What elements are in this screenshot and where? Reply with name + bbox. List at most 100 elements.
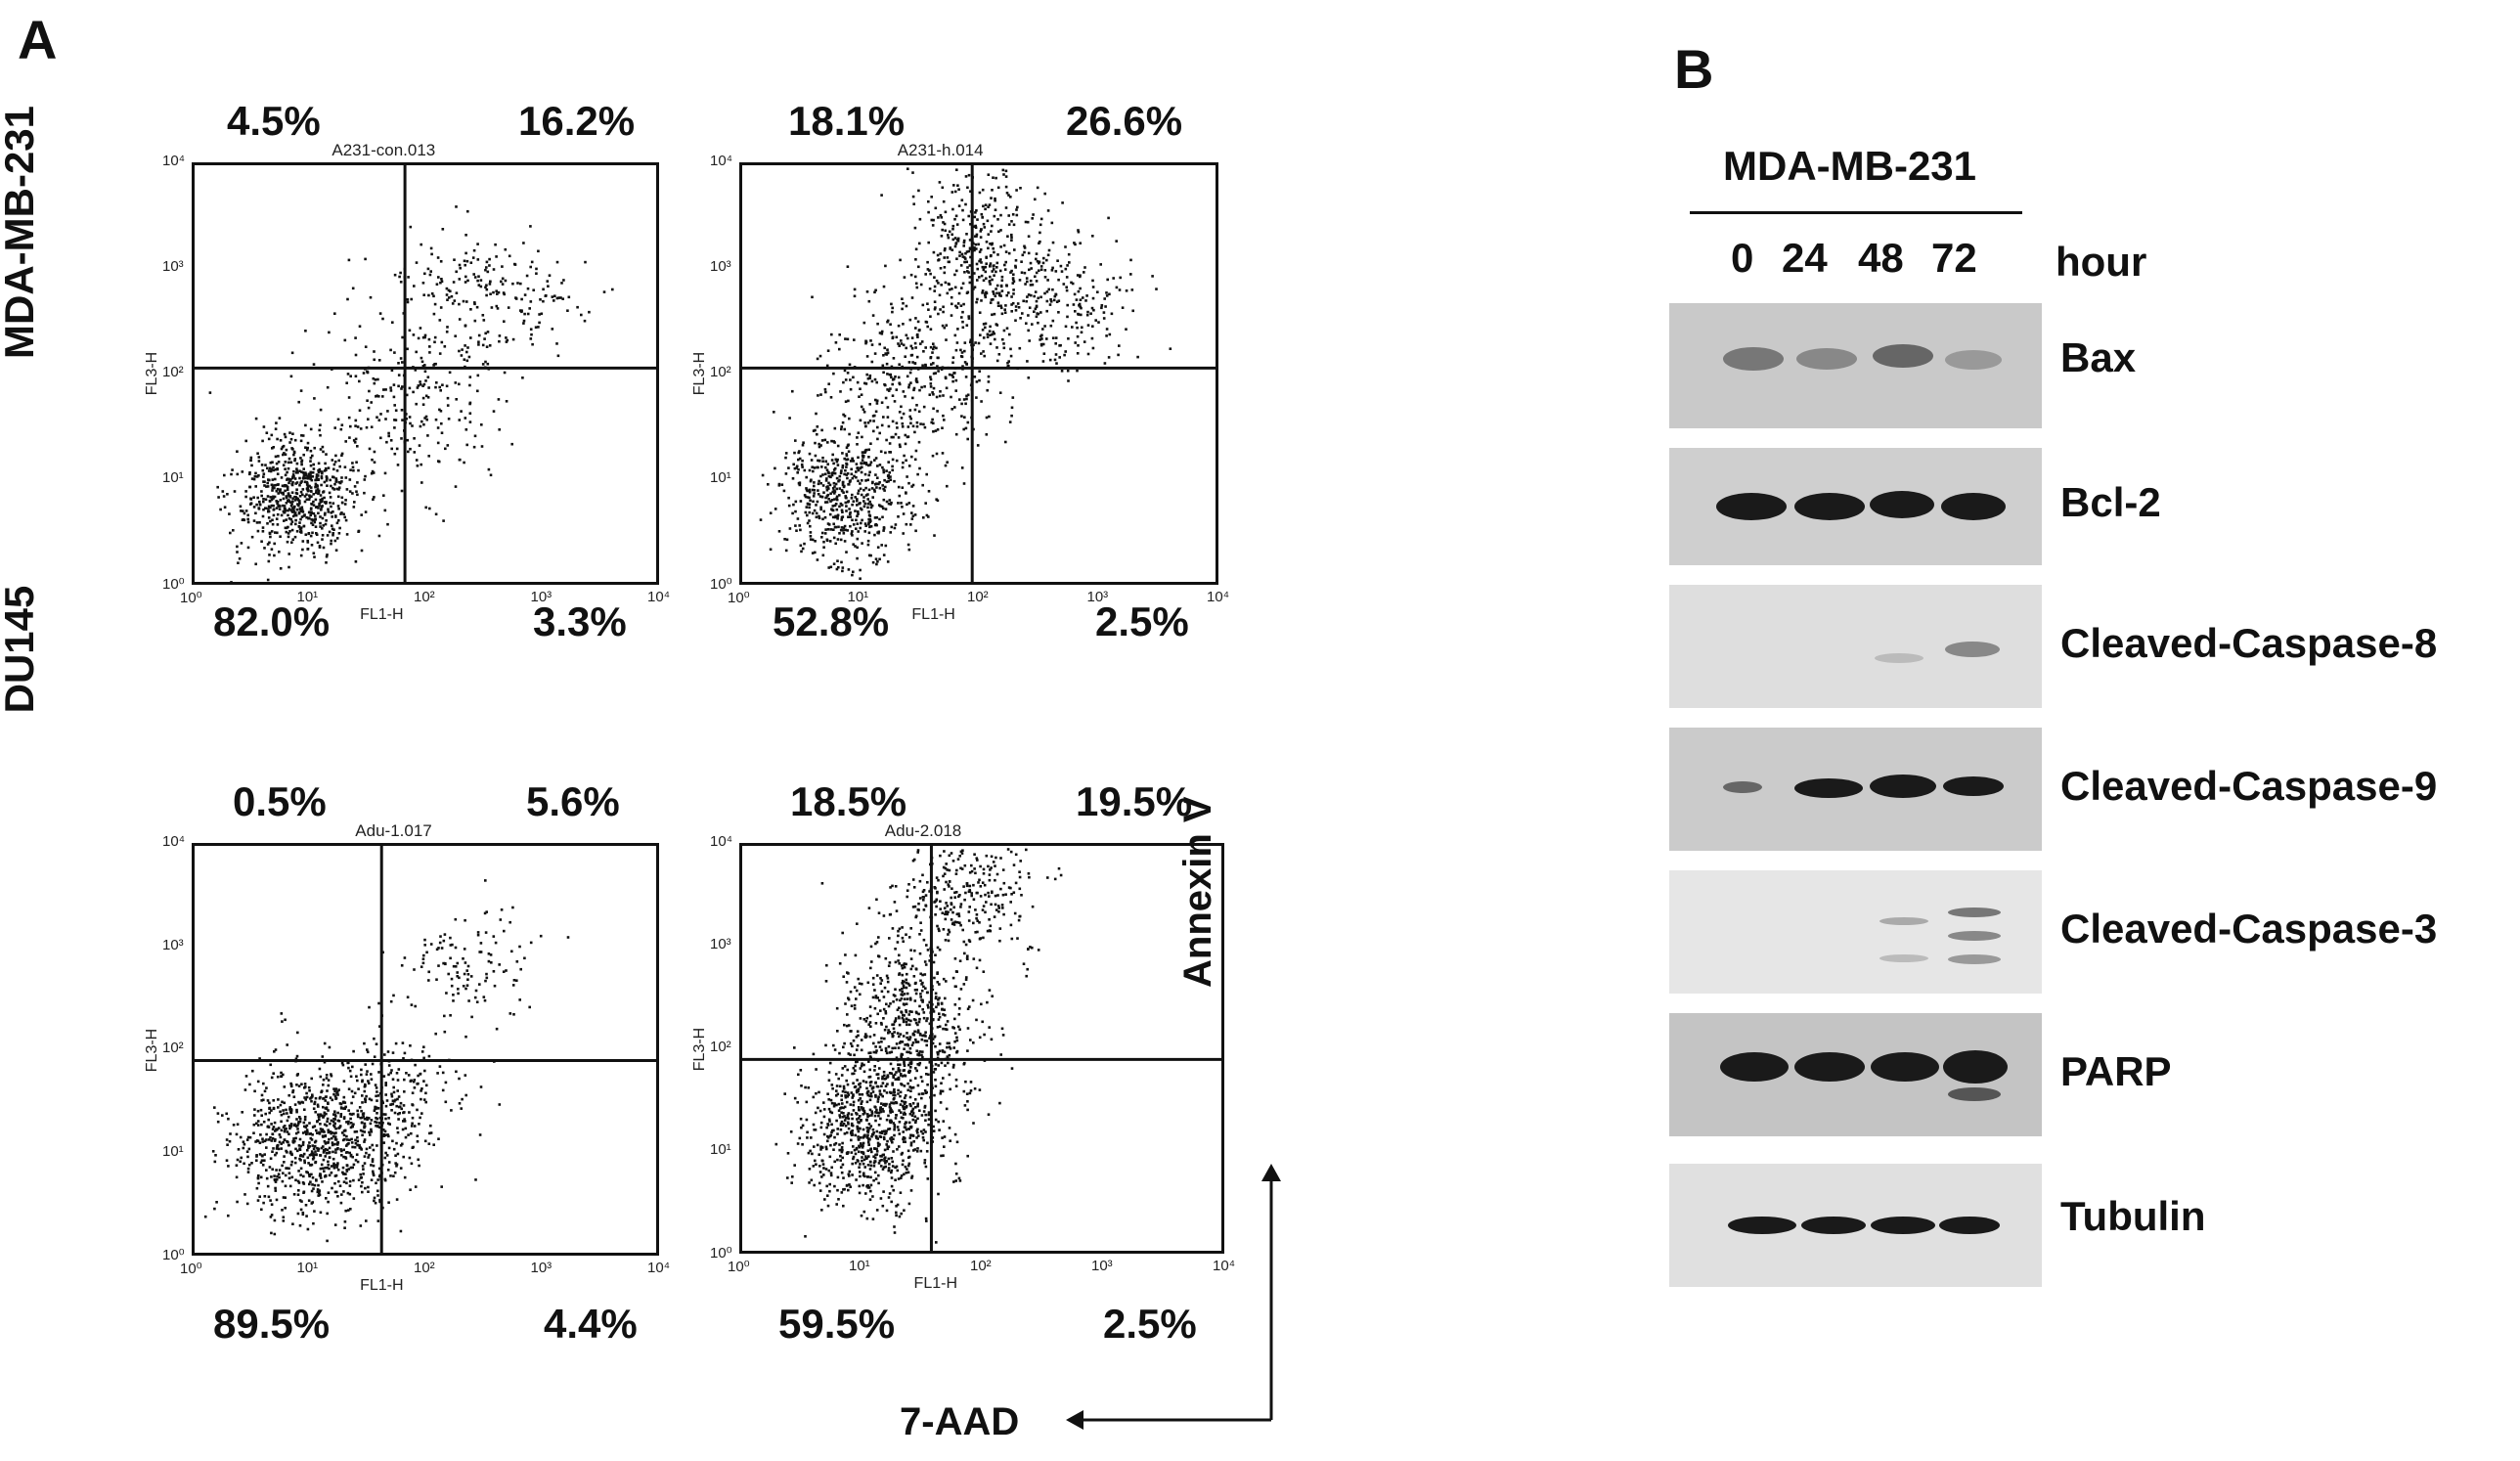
event-dot — [300, 1083, 303, 1085]
event-dot — [941, 228, 944, 232]
event-dot — [898, 411, 902, 414]
event-dot — [1039, 295, 1042, 299]
event-dot — [867, 456, 870, 459]
event-dot — [878, 1045, 882, 1048]
event-dot — [553, 294, 556, 297]
event-dot — [293, 1156, 297, 1160]
event-dot — [878, 481, 881, 484]
event-dot — [883, 346, 886, 350]
event-dot — [891, 394, 895, 397]
event-dot — [312, 1187, 315, 1190]
event-dot — [273, 1050, 276, 1053]
event-dot — [415, 402, 418, 406]
event-dot — [1053, 358, 1057, 362]
event-dot — [296, 471, 299, 474]
event-dot — [333, 1094, 337, 1098]
event-dot — [853, 338, 856, 341]
event-dot — [842, 1085, 846, 1088]
event-dot — [273, 1178, 277, 1182]
event-dot — [846, 1083, 850, 1086]
event-dot — [842, 380, 845, 384]
event-dot — [298, 483, 301, 487]
event-dot — [904, 442, 907, 446]
event-dot — [279, 535, 282, 538]
event-dot — [868, 500, 871, 504]
event-dot — [797, 458, 800, 462]
event-dot — [310, 518, 314, 521]
event-dot — [1045, 309, 1048, 313]
event-dot — [261, 439, 264, 443]
event-dot — [991, 278, 994, 282]
event-dot — [907, 1063, 910, 1067]
event-dot — [819, 1121, 823, 1125]
event-dot — [1070, 281, 1073, 285]
event-dot — [423, 370, 427, 374]
event-dot — [841, 1067, 845, 1070]
event-dot — [997, 230, 1000, 234]
event-dot — [962, 427, 965, 431]
event-dot — [363, 1089, 367, 1093]
event-dot — [429, 246, 433, 250]
event-dot — [903, 1173, 906, 1176]
event-dot — [546, 280, 550, 283]
event-dot — [812, 469, 815, 473]
event-dot — [291, 481, 294, 484]
event-dot — [1065, 276, 1069, 279]
event-dot — [309, 513, 312, 517]
event-dot — [464, 263, 466, 267]
event-dot — [221, 490, 225, 493]
event-dot — [851, 1117, 854, 1121]
event-dot — [273, 1232, 277, 1236]
event-dot — [988, 415, 991, 419]
event-dot — [319, 1113, 323, 1116]
event-dot — [962, 398, 966, 401]
event-dot — [1035, 315, 1039, 319]
event-dot — [283, 452, 286, 455]
event-dot — [914, 282, 918, 286]
event-dot — [280, 447, 284, 451]
event-dot — [934, 1044, 937, 1048]
event-dot — [1100, 304, 1104, 307]
event-dot — [1089, 312, 1092, 315]
event-dot — [299, 526, 303, 529]
plot-title: A231-h.014 — [897, 141, 984, 159]
event-dot — [387, 1117, 390, 1120]
event-dot — [529, 265, 532, 269]
event-dot — [421, 335, 425, 339]
event-dot — [422, 1056, 425, 1060]
event-dot — [908, 415, 911, 419]
event-dot — [404, 1127, 408, 1130]
event-dot — [1066, 264, 1069, 267]
event-dot — [261, 514, 265, 518]
event-dot — [250, 535, 254, 539]
event-dot — [838, 474, 842, 478]
event-dot — [859, 577, 862, 580]
event-dot — [351, 1155, 354, 1159]
event-dot — [395, 1165, 398, 1168]
event-dot — [268, 531, 272, 535]
event-dot — [879, 1154, 882, 1158]
event-dot — [929, 376, 932, 378]
event-dot — [1025, 322, 1028, 325]
event-dot — [789, 1130, 793, 1133]
event-dot — [376, 377, 379, 381]
event-dot — [378, 1126, 381, 1129]
event-dot — [345, 1164, 349, 1167]
event-dot — [337, 508, 340, 510]
event-dot — [818, 354, 822, 358]
event-dot — [296, 1031, 299, 1035]
event-dot — [285, 1108, 287, 1112]
event-dot — [992, 268, 995, 271]
event-dot — [295, 1118, 298, 1121]
event-dot — [401, 335, 404, 339]
event-dot — [939, 308, 942, 311]
event-dot — [824, 390, 827, 394]
event-dot — [834, 514, 837, 518]
event-dot — [312, 363, 316, 366]
event-dot — [827, 523, 831, 526]
event-dot — [342, 1173, 346, 1175]
event-dot — [332, 1162, 335, 1166]
event-dot — [344, 476, 348, 479]
event-dot — [873, 523, 877, 527]
event-dot — [1002, 342, 1005, 345]
